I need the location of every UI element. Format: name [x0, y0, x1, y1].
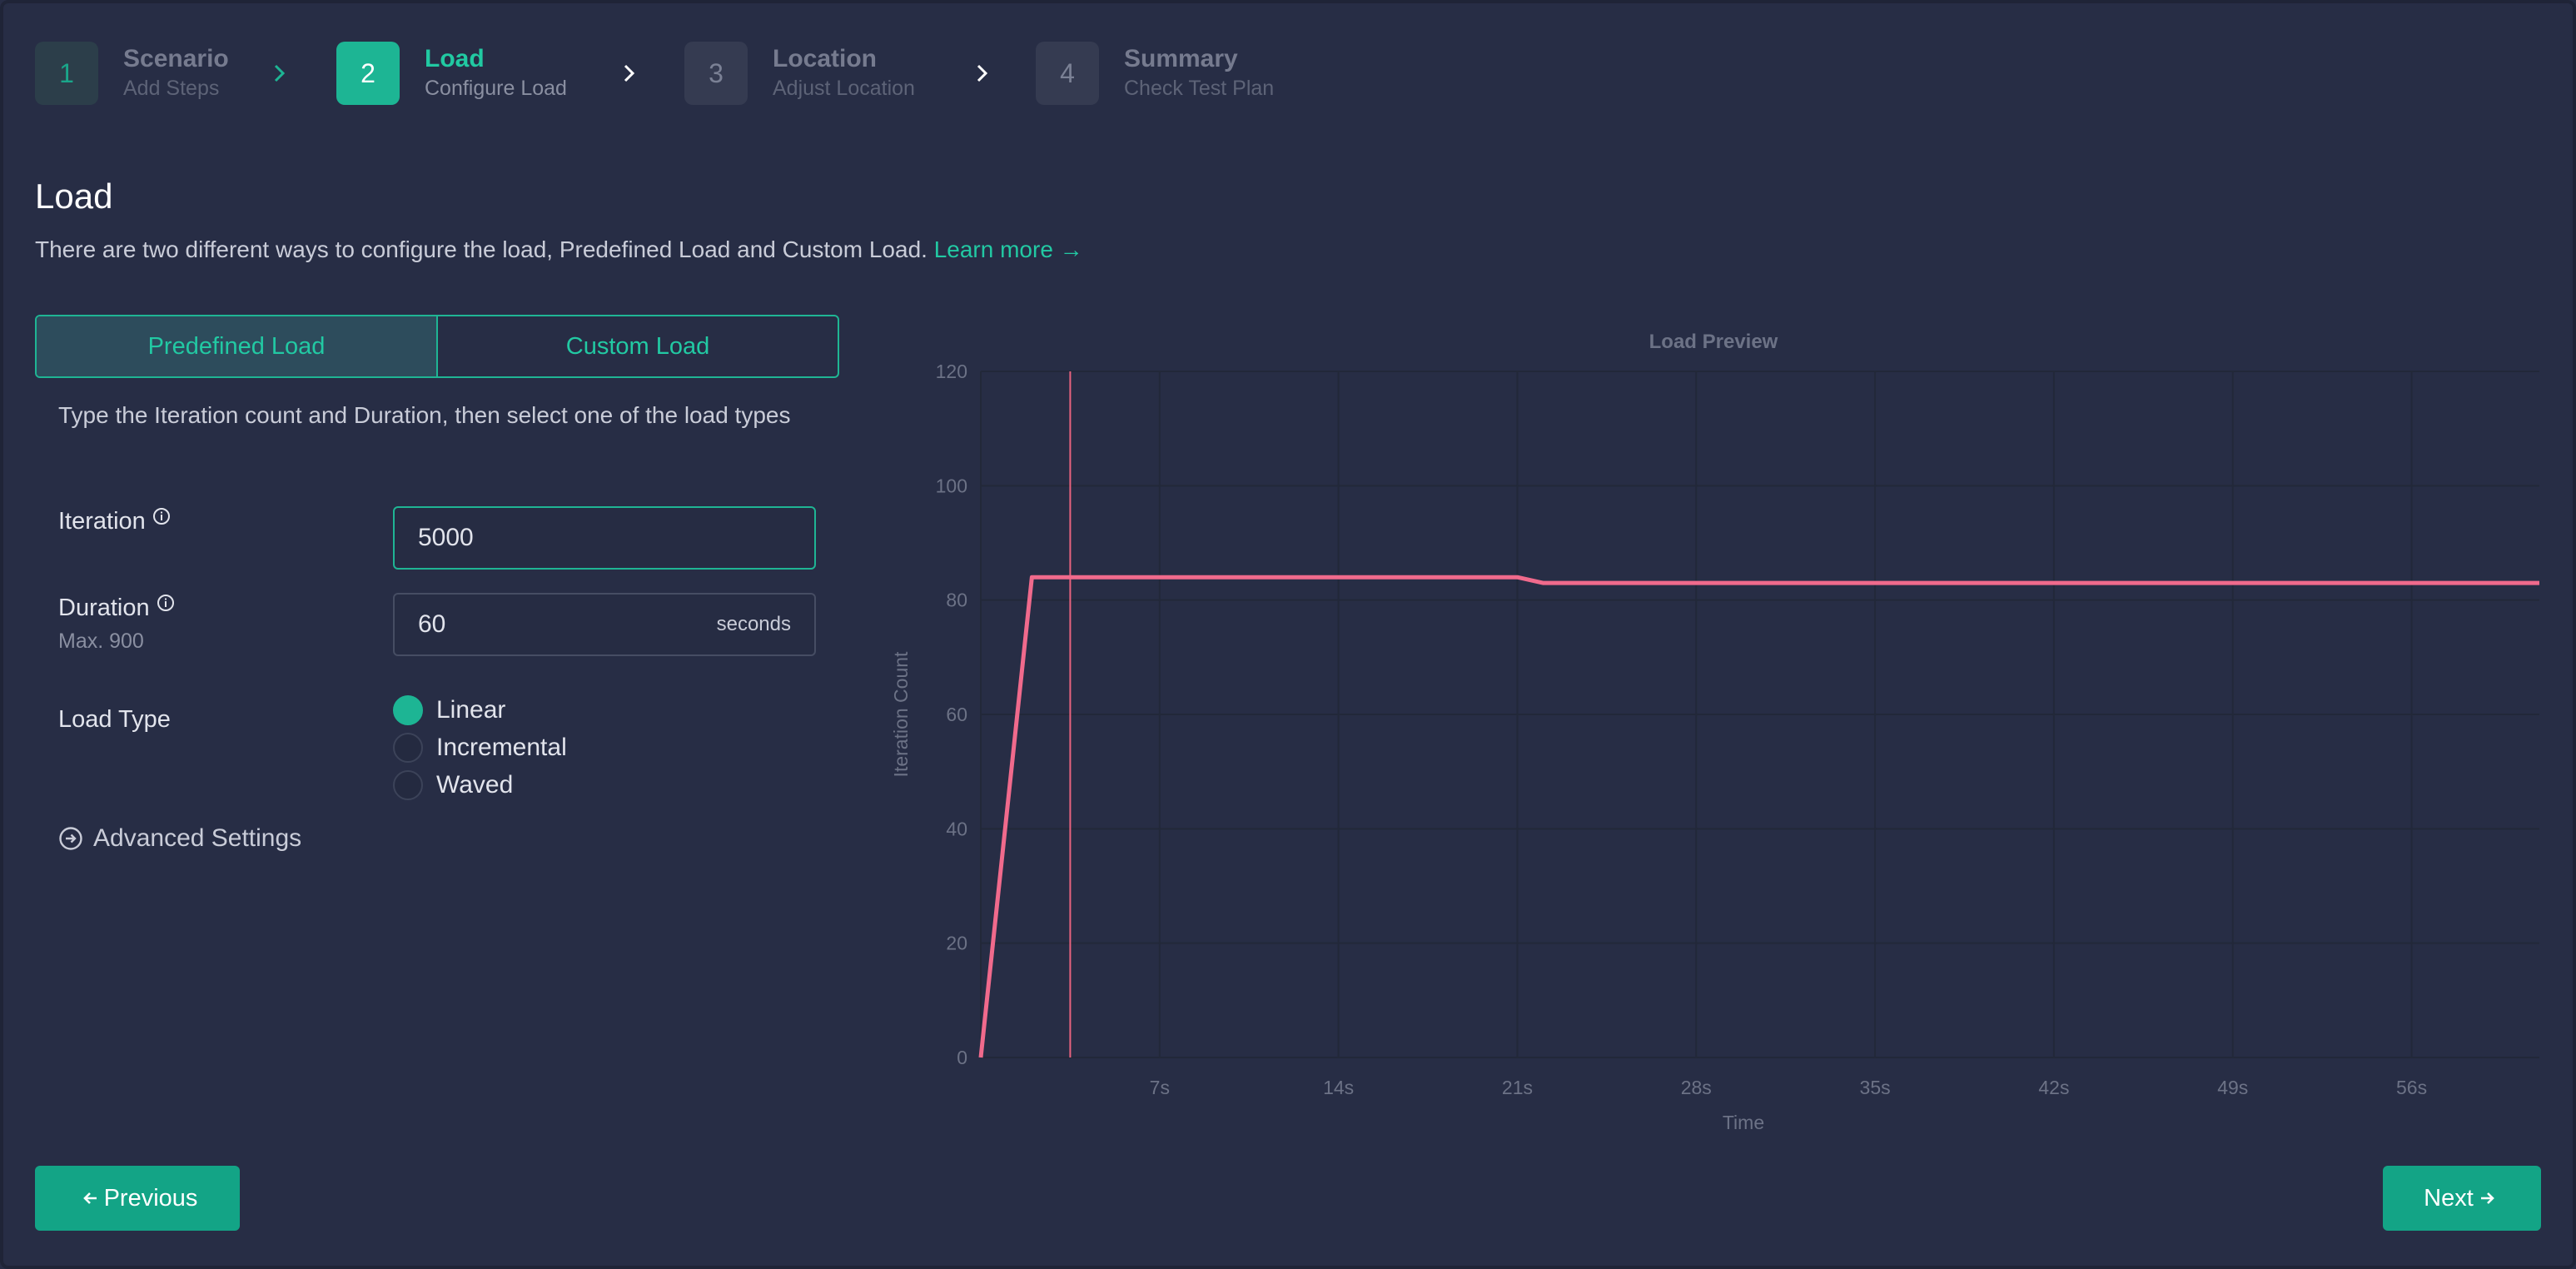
arrow-right-icon	[2480, 1192, 2494, 1204]
y-tick-label: 0	[957, 1047, 967, 1068]
step-load[interactable]: 2 Load Configure Load	[336, 42, 567, 105]
arrow-circle-right-icon	[59, 827, 82, 850]
info-icon[interactable]	[157, 594, 175, 612]
step-number: 2	[336, 42, 400, 105]
iteration-field[interactable]	[393, 506, 816, 570]
duration-input[interactable]	[418, 610, 668, 639]
duration-label-group: Duration	[58, 594, 175, 622]
iteration-label: Iteration	[58, 508, 146, 535]
radio-incremental[interactable]: Incremental	[393, 729, 567, 766]
radio-waved[interactable]: Waved	[393, 766, 567, 804]
step-number: 1	[35, 42, 98, 105]
chart-title: Load Preview	[1649, 331, 1778, 353]
chevron-right-icon	[967, 58, 997, 88]
radio-linear[interactable]: Linear	[393, 691, 567, 729]
step-title: Summary	[1124, 45, 1238, 72]
y-tick-label: 80	[946, 590, 967, 611]
radio-label: Incremental	[436, 733, 567, 761]
form-description: Type the Iteration count and Duration, t…	[58, 402, 791, 428]
y-tick-label: 120	[936, 361, 967, 382]
y-tick-label: 100	[936, 475, 967, 496]
y-tick-label: 20	[946, 933, 967, 954]
load-mode-tabs: Predefined Load Custom Load	[35, 315, 839, 378]
duration-label: Duration	[58, 595, 150, 621]
step-title: Scenario	[123, 45, 229, 72]
step-subtitle: Adjust Location	[773, 77, 915, 100]
duration-unit: seconds	[716, 613, 791, 635]
step-number: 3	[684, 42, 748, 105]
x-tick-label: 14s	[1323, 1077, 1354, 1098]
step-title: Location	[773, 45, 877, 72]
step-subtitle: Configure Load	[425, 77, 567, 100]
x-tick-label: 49s	[2217, 1077, 2248, 1098]
step-subtitle: Add Steps	[123, 77, 220, 100]
x-tick-label: 21s	[1502, 1077, 1533, 1098]
next-button-label: Next	[2424, 1184, 2474, 1212]
step-title: Load	[425, 45, 485, 72]
x-tick-label: 28s	[1681, 1077, 1712, 1098]
chevron-right-icon	[614, 58, 644, 88]
arrow-left-icon	[82, 1192, 97, 1204]
radio-dot[interactable]	[393, 769, 423, 800]
advanced-settings-toggle[interactable]: Advanced Settings	[58, 824, 301, 853]
x-tick-label: 35s	[1860, 1077, 1891, 1098]
y-axis-label: Iteration Count	[890, 651, 912, 777]
step-subtitle: Check Test Plan	[1124, 77, 1275, 100]
x-axis-label: Time	[1723, 1112, 1764, 1133]
x-tick-label: 56s	[2396, 1077, 2427, 1098]
step-number: 4	[1036, 42, 1099, 105]
radio-dot[interactable]	[393, 732, 423, 763]
advanced-settings-label: Advanced Settings	[93, 824, 302, 852]
x-tick-label: 7s	[1150, 1077, 1170, 1098]
y-tick-label: 60	[946, 704, 967, 725]
previous-button-label: Previous	[103, 1184, 198, 1212]
load-type-radio-group: Linear Incremental Waved	[393, 691, 567, 804]
series-line	[978, 575, 2539, 1058]
iteration-input[interactable]	[418, 524, 668, 552]
step-summary[interactable]: 4 Summary Check Test Plan	[1036, 42, 1274, 105]
step-scenario[interactable]: 1 Scenario Add Steps	[35, 42, 229, 105]
duration-hint: Max. 900	[58, 630, 144, 653]
previous-button[interactable]: Previous	[35, 1166, 240, 1231]
tab-predefined-load[interactable]: Predefined Load	[37, 316, 436, 376]
tab-custom-load[interactable]: Custom Load	[436, 316, 838, 376]
step-location[interactable]: 3 Location Adjust Location	[684, 42, 915, 105]
page-description: There are two different ways to configur…	[35, 236, 1083, 263]
next-button[interactable]: Next	[2383, 1166, 2541, 1231]
radio-label: Waved	[436, 770, 514, 799]
duration-field[interactable]: seconds	[393, 593, 816, 656]
radio-label: Linear	[436, 695, 506, 724]
load-type-label: Load Type	[58, 706, 171, 733]
radio-dot[interactable]	[393, 694, 423, 725]
iteration-label-group: Iteration	[58, 507, 171, 535]
load-preview-chart: Load Preview 0 20 40 60 80 100 120 7s 14s 21s 28s 35…	[890, 331, 2540, 1133]
learn-more-link[interactable]: Learn more →	[933, 236, 1083, 262]
x-tick-label: 42s	[2038, 1077, 2069, 1098]
chevron-right-icon	[265, 58, 295, 88]
page-description-text: There are two different ways to configur…	[35, 236, 927, 262]
page-title: Load	[35, 177, 113, 216]
info-icon[interactable]	[152, 507, 171, 525]
y-tick-label: 40	[946, 818, 967, 839]
